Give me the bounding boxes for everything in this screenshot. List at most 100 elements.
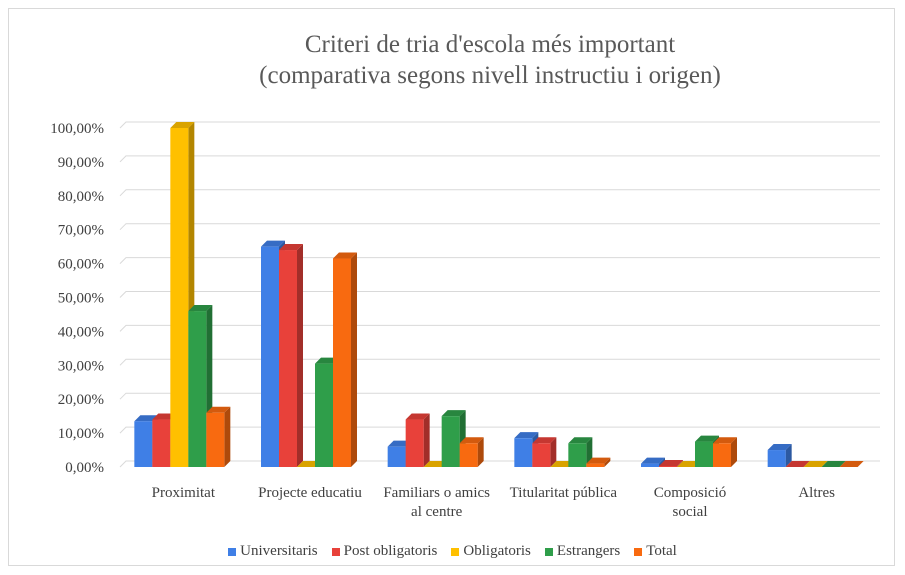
grid-line — [119, 121, 880, 129]
bar-top — [279, 244, 303, 251]
bar — [387, 446, 406, 467]
chart-title: (comparativa segons nivell instructiu i … — [259, 62, 721, 89]
legend-swatch — [228, 547, 237, 556]
bar — [586, 463, 605, 467]
bar — [713, 443, 731, 467]
bar — [152, 419, 171, 467]
y-tick-label: 30,00% — [58, 358, 104, 374]
legend-item: Obligatoris — [451, 543, 531, 560]
chart-title: Criteri de tria d'escola més important — [305, 31, 675, 58]
bar-side — [477, 437, 484, 467]
grid-line — [119, 426, 880, 434]
y-tick-label: 0,00% — [65, 460, 104, 476]
bar-top — [803, 461, 828, 467]
legend-swatch — [331, 547, 340, 556]
bar — [459, 443, 478, 467]
x-tick-label: Proximitat — [151, 485, 215, 501]
bar-top — [568, 437, 593, 444]
y-tick-label: 10,00% — [58, 426, 104, 442]
bar-top — [405, 413, 430, 420]
legend-item: Universitaris — [228, 543, 318, 560]
legend-item: Estrangers — [544, 543, 621, 560]
legend-label: Universitaris — [240, 543, 318, 559]
legend-swatch — [544, 547, 553, 556]
bar — [315, 363, 333, 467]
bar — [695, 441, 713, 467]
bar — [188, 311, 207, 467]
legend-item: Post obligatoris — [331, 543, 438, 560]
bar — [170, 128, 189, 467]
grid-line — [119, 257, 880, 264]
bar — [261, 246, 279, 467]
bar-side — [677, 459, 683, 467]
bar-top — [713, 437, 737, 444]
bar — [641, 463, 659, 467]
legend-item: Total — [634, 543, 677, 560]
chart-frame — [8, 8, 895, 566]
legend-label: Post obligatoris — [343, 543, 438, 559]
bar-top — [333, 252, 357, 259]
grid-line — [119, 358, 880, 366]
legend: Universitaris Post obligatoris Obligatoris… — [0, 543, 905, 560]
x-tick-label: Titularitat pública — [509, 485, 617, 501]
grid-line — [119, 189, 880, 197]
y-tick-label: 80,00% — [58, 189, 104, 205]
legend-label: Estrangers — [556, 543, 621, 559]
bar — [405, 419, 424, 467]
bar-top — [206, 406, 231, 413]
x-tick-label: Familiars o amics al centre — [383, 485, 490, 520]
bar-top — [839, 461, 864, 467]
y-tick-label: 60,00% — [58, 257, 104, 273]
legend-label: Total — [646, 543, 677, 559]
bar-side — [785, 444, 792, 467]
x-tick-label: Projecte educatiu — [258, 485, 362, 501]
bar — [134, 421, 153, 467]
bar-top — [767, 444, 792, 451]
bar — [532, 443, 551, 467]
bar-top — [188, 305, 213, 312]
bar — [441, 416, 460, 467]
bar — [568, 443, 587, 467]
bar — [514, 438, 533, 467]
bar-top — [785, 461, 810, 467]
grid-line — [119, 291, 880, 298]
bar-top — [532, 437, 557, 444]
y-tick-label: 50,00% — [58, 291, 104, 307]
bar-top — [441, 410, 466, 417]
bar-top — [459, 437, 484, 444]
bar-side — [604, 457, 611, 467]
bar-top — [659, 459, 683, 466]
bar-side — [423, 413, 430, 467]
bar — [279, 250, 297, 467]
bar-top — [261, 240, 285, 247]
bar-side — [731, 437, 737, 467]
x-tick-label: Composició social — [653, 485, 727, 520]
bar — [206, 412, 225, 467]
bar-top — [586, 457, 611, 464]
grid-line — [119, 324, 880, 332]
bar-top — [821, 461, 846, 467]
bar-side — [297, 244, 303, 467]
bar-side — [351, 252, 357, 467]
grid-line — [119, 223, 880, 231]
legend-label: Obligatoris — [463, 543, 531, 559]
legend-swatch — [451, 547, 460, 556]
bar-side — [224, 406, 231, 467]
grid-line — [119, 155, 880, 163]
y-tick-label: 70,00% — [58, 223, 104, 239]
legend-swatch — [634, 547, 643, 556]
bar-top — [695, 435, 719, 442]
bar-top — [514, 432, 539, 439]
bar — [659, 465, 677, 467]
bar-top — [641, 457, 665, 464]
grid-line — [119, 460, 880, 468]
x-tick-label: Altres — [798, 485, 835, 501]
y-tick-label: 90,00% — [58, 155, 104, 171]
bar — [767, 450, 786, 467]
y-tick-label: 20,00% — [58, 392, 104, 408]
bar — [333, 258, 351, 467]
y-tick-label: 40,00% — [58, 324, 104, 340]
grid-line — [119, 392, 880, 400]
